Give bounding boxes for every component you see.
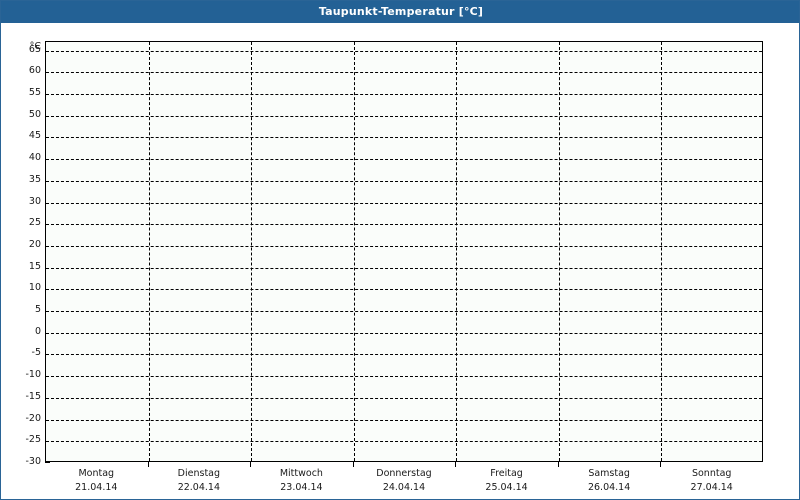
- x-axis-day-name: Sonntag: [691, 468, 732, 479]
- y-axis-tick-label: 45: [28, 130, 41, 142]
- x-axis-tick-mark: [250, 462, 252, 467]
- x-axis-day-date: 25.04.14: [485, 482, 528, 493]
- plot-area: [45, 41, 763, 462]
- chart-canvas: °C 65 60 55 50 45 40 35 30 25 20 15 10 5 0 -5 -10 -15 -20…: [1, 23, 799, 499]
- y-axis-tick-label: 25: [28, 217, 41, 229]
- y-axis-tick-label: -5: [31, 347, 41, 359]
- y-axis-tick-label: 65: [28, 43, 41, 55]
- y-gridline: [46, 376, 762, 378]
- x-axis-tick-label: Donnerstag 24.04.14: [301, 467, 506, 495]
- y-gridline: [46, 332, 762, 334]
- window-title: Taupunkt-Temperatur [°C]: [318, 5, 484, 18]
- x-axis-day-date: 26.04.14: [587, 482, 631, 493]
- y-gridline: [46, 50, 762, 52]
- y-axis-tick-label: -15: [25, 390, 41, 402]
- y-gridline: [46, 202, 762, 204]
- y-axis: °C 65 60 55 50 45 40 35 30 25 20 15 10 5 0 -5 -10 -15 -20…: [1, 41, 41, 467]
- y-axis-tick-label: 50: [28, 108, 41, 120]
- x-axis-tick-label: Montag 21.04.14: [1, 467, 199, 495]
- y-gridline: [46, 311, 762, 313]
- y-axis-tick-label: 40: [28, 152, 41, 164]
- y-gridline: [46, 419, 762, 421]
- y-gridline: [46, 115, 762, 117]
- y-axis-tick-label: 15: [28, 260, 41, 272]
- x-axis-tick-mark: [455, 462, 457, 467]
- x-axis-tick-mark: [147, 462, 149, 467]
- x-axis-day-date: 22.04.14: [177, 482, 220, 493]
- y-gridline: [46, 441, 762, 443]
- x-axis-tick-label: Sonntag 27.04.14: [609, 467, 799, 495]
- x-gridline: [353, 42, 355, 461]
- x-axis-day-date: 21.04.14: [75, 482, 118, 493]
- y-axis-tick-label: 0: [34, 325, 41, 337]
- x-axis-day-date: 23.04.14: [280, 482, 323, 493]
- x-axis-tick-mark: [352, 462, 354, 467]
- y-axis-tick-label: -25: [25, 434, 41, 446]
- y-gridline: [46, 137, 762, 139]
- y-gridline: [46, 94, 762, 96]
- y-gridline: [46, 267, 762, 269]
- x-axis-day-name: Mittwoch: [279, 468, 323, 479]
- y-gridline: [46, 159, 762, 161]
- x-axis-day-name: Dienstag: [177, 468, 221, 479]
- x-axis-tick-label: Samstag 26.04.14: [507, 467, 712, 495]
- x-axis-tick-mark: [557, 462, 559, 467]
- x-gridline: [661, 42, 663, 461]
- x-gridline: [456, 42, 458, 461]
- y-axis-tick-label: 10: [28, 282, 41, 294]
- y-gridline: [46, 224, 762, 226]
- x-axis: Montag 21.04.14 Dienstag 22.04.14 Mittwoch 23…: [45, 462, 763, 499]
- y-axis-tick-label: -10: [25, 369, 41, 381]
- y-gridline: [46, 397, 762, 399]
- y-gridline: [46, 289, 762, 291]
- x-gridline: [251, 42, 253, 461]
- x-axis-day-name: Donnerstag: [376, 468, 432, 479]
- x-axis-day-date: 24.04.14: [382, 482, 426, 493]
- x-gridline: [558, 42, 560, 461]
- x-axis-tick-label: Dienstag 22.04.14: [96, 467, 301, 495]
- window-title-bar: Taupunkt-Temperatur [°C]: [1, 1, 799, 23]
- x-axis-day-name: Montag: [78, 468, 115, 479]
- y-axis-tick-label: 35: [28, 173, 41, 185]
- x-gridline: [148, 42, 150, 461]
- x-axis-tick-mark: [660, 462, 662, 467]
- y-gridline: [46, 354, 762, 356]
- y-axis-tick-label: -30: [25, 456, 41, 467]
- y-axis-tick-label: 55: [28, 87, 41, 99]
- y-axis-tick-mark: [45, 462, 50, 463]
- y-axis-tick-label: 20: [28, 238, 41, 250]
- y-axis-unit-label: °C: [29, 41, 41, 52]
- y-axis-tick-label: 30: [28, 195, 41, 207]
- y-axis-tick-label: 60: [28, 65, 41, 77]
- y-axis-tick-label: -20: [25, 412, 41, 424]
- y-axis-tick-label: 5: [34, 304, 41, 316]
- x-axis-day-name: Samstag: [588, 468, 630, 479]
- x-axis-tick-label: Freitag 25.04.14: [404, 467, 609, 495]
- x-axis-day-name: Freitag: [490, 468, 523, 479]
- y-gridline: [46, 72, 762, 74]
- x-axis-day-date: 27.04.14: [690, 482, 733, 493]
- y-gridline: [46, 180, 762, 182]
- x-axis-tick-label: Mittwoch 23.04.14: [199, 467, 404, 495]
- y-gridline: [46, 245, 762, 247]
